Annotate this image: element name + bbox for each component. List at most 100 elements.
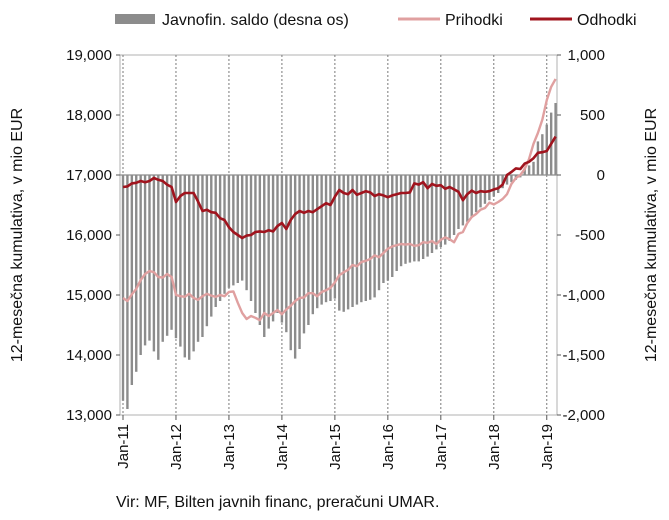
bar-saldo (311, 175, 315, 315)
bar-saldo (223, 175, 226, 294)
bar-saldo (174, 175, 178, 339)
bar-saldo (316, 175, 319, 309)
bar-saldo (408, 175, 412, 263)
line-prihodki (122, 78, 557, 322)
bar-saldo (267, 175, 270, 329)
x-tick-label: Jan-15 (327, 424, 344, 470)
bar-saldo (285, 175, 288, 333)
bar-saldo (444, 175, 447, 245)
bar-saldo (201, 175, 204, 337)
y-left-tick-label: 18,000 (66, 107, 112, 124)
x-tick-label: Jan-18 (486, 424, 503, 470)
bar-saldo (417, 175, 420, 262)
y-right-tick-label: -2,000 (562, 407, 605, 424)
bar-saldo (307, 175, 310, 325)
bar-saldo (236, 175, 239, 283)
x-tick-label: Jan-12 (168, 424, 185, 470)
source-note: Vir: MF, Bilten javnih financ, preračuni… (116, 494, 439, 511)
bar-saldo (183, 175, 186, 358)
bar-saldo (448, 175, 451, 241)
bar-saldo (157, 175, 160, 360)
x-tick-label: Jan-19 (539, 424, 556, 470)
x-tick-label: Jan-16 (380, 424, 397, 470)
bar-saldo (532, 161, 535, 175)
bar-saldo (404, 175, 407, 264)
left-axis-title: 12-mesečna kumulativa, v mio EUR (9, 108, 26, 362)
bar-saldo (492, 175, 495, 197)
y-left-tick-label: 13,000 (66, 407, 112, 424)
y-left-tick-label: 15,000 (66, 287, 112, 304)
bar-saldo (421, 175, 425, 259)
bar-saldo (382, 175, 385, 283)
y-left-tick-label: 16,000 (66, 227, 112, 244)
bar-saldo (355, 175, 359, 305)
bar-saldo (161, 175, 164, 342)
bar-saldo (121, 175, 125, 401)
bar-saldo (391, 175, 394, 277)
bar-saldo (373, 175, 376, 298)
legend-label: Odhodki (577, 12, 637, 29)
bar-saldo (302, 175, 306, 334)
bar-saldo (470, 175, 473, 217)
bar-saldo (333, 175, 337, 299)
bar-saldo (280, 175, 284, 323)
bar-saldo (435, 175, 438, 250)
bar-saldo (289, 175, 292, 351)
bar-saldo (439, 175, 443, 247)
bar-saldo (210, 175, 213, 317)
y-right-tick-label: -1,000 (562, 287, 605, 304)
bar-saldo (536, 141, 540, 175)
right-axis-title: 12-mesečna kumulativa, v mio EUR (643, 108, 660, 362)
bar-saldo (426, 175, 429, 257)
line-odhodki (122, 135, 557, 240)
bar-saldo (523, 167, 526, 175)
bar-saldo (139, 175, 142, 355)
bar-saldo (170, 175, 173, 330)
bar-saldo (126, 175, 129, 409)
bar-saldo (338, 175, 341, 311)
y-left-tick-label: 17,000 (66, 167, 112, 184)
bar-saldo (483, 175, 487, 204)
bar-saldo (298, 175, 301, 349)
bar-saldo (249, 175, 253, 301)
bar-saldo (254, 175, 257, 313)
bar-saldo (152, 175, 156, 352)
bar-saldo (218, 175, 222, 301)
bar-saldo (293, 175, 297, 359)
y-right-tick-label: 500 (580, 107, 605, 124)
bar-saldo (351, 175, 354, 307)
bar-saldo (452, 175, 456, 235)
bar-saldo (263, 175, 266, 337)
bar-saldo (399, 175, 403, 267)
bar-saldo (377, 175, 381, 291)
bar-saldo (205, 175, 209, 327)
bar-saldo (179, 175, 182, 347)
y-left-tick-label: 19,000 (66, 47, 112, 64)
bar-saldo (245, 175, 248, 291)
bar-saldo (240, 175, 244, 281)
bar-saldo (342, 175, 345, 312)
bar-saldo (320, 175, 323, 305)
bar-saldo (188, 175, 191, 360)
x-tick-label: Jan-11 (115, 424, 132, 469)
y-left-tick-label: 14,000 (66, 347, 112, 364)
bar-saldo (386, 175, 390, 281)
bar-saldo (364, 175, 367, 301)
y-right-tick-label: -500 (575, 227, 605, 244)
bar-saldo (541, 134, 544, 175)
bar-saldo (430, 175, 434, 253)
bar-saldo (466, 175, 469, 222)
y-right-tick-label: 0 (597, 167, 605, 184)
bar-saldo (510, 175, 513, 183)
bar-saldo (395, 175, 398, 271)
y-right-tick-label: -1,500 (562, 347, 605, 364)
bar-saldo (368, 175, 372, 300)
x-tick-label: Jan-14 (274, 424, 291, 470)
bar-saldo (148, 175, 151, 341)
bar-saldo (214, 175, 217, 307)
bar-saldo (457, 175, 460, 229)
bar-saldo (276, 175, 279, 313)
bar-saldo (227, 175, 231, 288)
